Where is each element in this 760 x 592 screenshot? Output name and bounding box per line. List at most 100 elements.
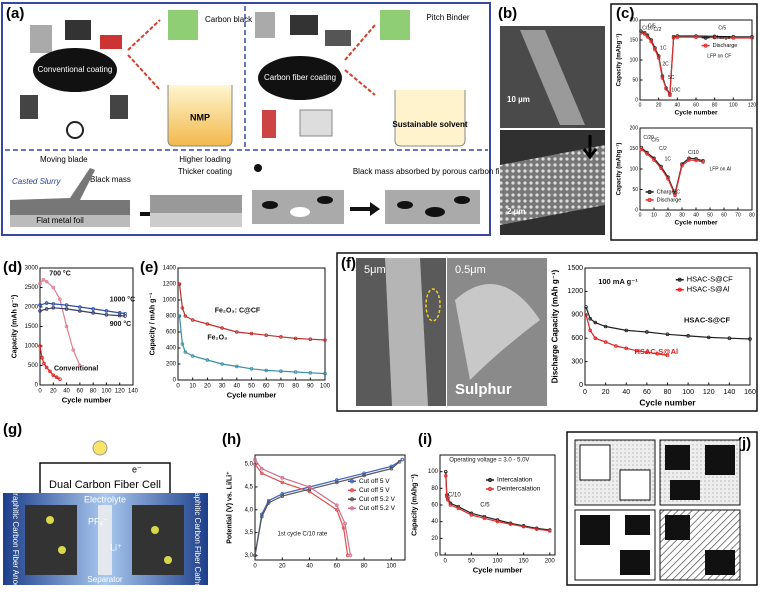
panel-label: (d) [3,259,22,276]
legend-marker [703,35,708,40]
data-point [91,307,95,311]
text: Thicker coating [178,167,232,176]
series-label: 1000 °C [110,295,135,303]
panel-label: (c) [616,5,634,22]
data-point [279,369,283,374]
annotation: C/5 [480,503,490,509]
text: e⁻ [132,464,142,474]
series-line [445,475,550,532]
legend-label: Cut off 5 V [359,487,390,494]
pore [290,207,310,217]
y-tick-label: 0 [35,383,39,389]
annotation: 2C [674,189,681,195]
x-tick-label: 20 [602,389,610,396]
text: Higher loading [179,155,231,164]
texture [455,284,540,380]
data-point [123,311,127,316]
node-label: Conventional coating [38,65,113,74]
data-point [205,322,210,326]
y-axis-label: Potential (V) vs. Li/Li⁺ [226,471,234,544]
panel-b: (b) 10 µm 2 µm [498,5,605,235]
fiber [520,30,585,125]
data-point [264,333,269,338]
x-axis-label: Cycle number [675,110,718,117]
y-tick-label: 80 [431,486,438,492]
pore [397,201,413,209]
data-point [649,39,653,44]
y-tick-label: 500 [28,363,39,369]
data-point [280,476,285,480]
data-point [44,301,49,305]
data-point [534,527,539,531]
pore [262,201,278,209]
panel-g: (g) e⁻ Dual Carbon Fiber Cell Electrolyt… [3,421,208,592]
data-point [634,348,639,353]
coating [150,195,242,213]
y-tick-label: 2000 [25,305,39,311]
y-tick-label: 60 [431,503,438,509]
data-point [323,338,327,342]
icon [325,30,351,46]
data-point [41,277,46,282]
y-tick-label: 1200 [163,282,177,288]
data-point [750,36,754,40]
y-tick-label: 100 [630,57,639,63]
series-line [39,302,126,315]
data-point [588,328,592,333]
data-point [117,313,122,318]
process-node [33,48,117,92]
x-tick-label: 40 [675,102,681,108]
text: NMP [190,112,210,122]
connector [344,24,376,61]
annotation: C/20 [643,135,654,141]
x-tick-label: 20 [50,389,57,395]
panel-label: (b) [498,5,517,22]
series-label: Fe₂O₃: C@CF [215,307,261,314]
data-point [588,316,592,321]
data-point [91,311,95,315]
x-tick-label: 160 [744,389,756,396]
data-point [694,35,698,39]
legend-marker [349,488,355,493]
ion [151,526,159,534]
y-tick-label: 5,0 [245,462,254,468]
legend-marker [677,287,682,292]
panel-label: (e) [140,259,158,276]
x-axis-label: Cycle number [675,220,718,227]
data-point [456,506,461,511]
y-tick-label: 3,0 [245,553,254,559]
legend-label: HSAC-S@CF [687,275,733,284]
annotation: C/2 [653,27,661,33]
annotation: 5C [668,75,675,81]
data-point [280,494,285,498]
legend-label: Cut off 5.2 V [359,496,396,503]
data-point [664,87,668,91]
text: Moving blade [40,155,88,164]
x-tick-label: 100 [682,389,694,396]
data-point [603,340,608,344]
x-tick-label: 100 [386,564,397,570]
x-tick-label: 30 [679,212,685,218]
panel-label: (h) [222,431,241,448]
x-tick-label: 200 [545,559,556,565]
y-tick-label: 150 [630,146,639,152]
text: Black mass absorbed by porous carbon fib… [353,167,512,176]
x-tick-label: 50 [468,559,475,565]
x-tick-label: 100 [101,389,112,395]
annotation: C/2 [659,146,667,152]
x-tick-label: 0 [583,389,587,396]
x-tick-label: 80 [749,212,755,218]
panel-label: (g) [3,421,22,438]
y-tick-label: 1000 [25,344,39,350]
data-point [279,334,283,339]
data-point [38,344,42,348]
x-tick-label: 80 [712,102,718,108]
y-tick-label: 4,5 [245,485,254,491]
data-point [177,282,182,286]
data-point [220,362,224,366]
data-point [190,318,195,322]
data-point [51,285,56,290]
data-point [323,371,327,376]
data-point [645,330,649,334]
data-point [40,355,44,360]
